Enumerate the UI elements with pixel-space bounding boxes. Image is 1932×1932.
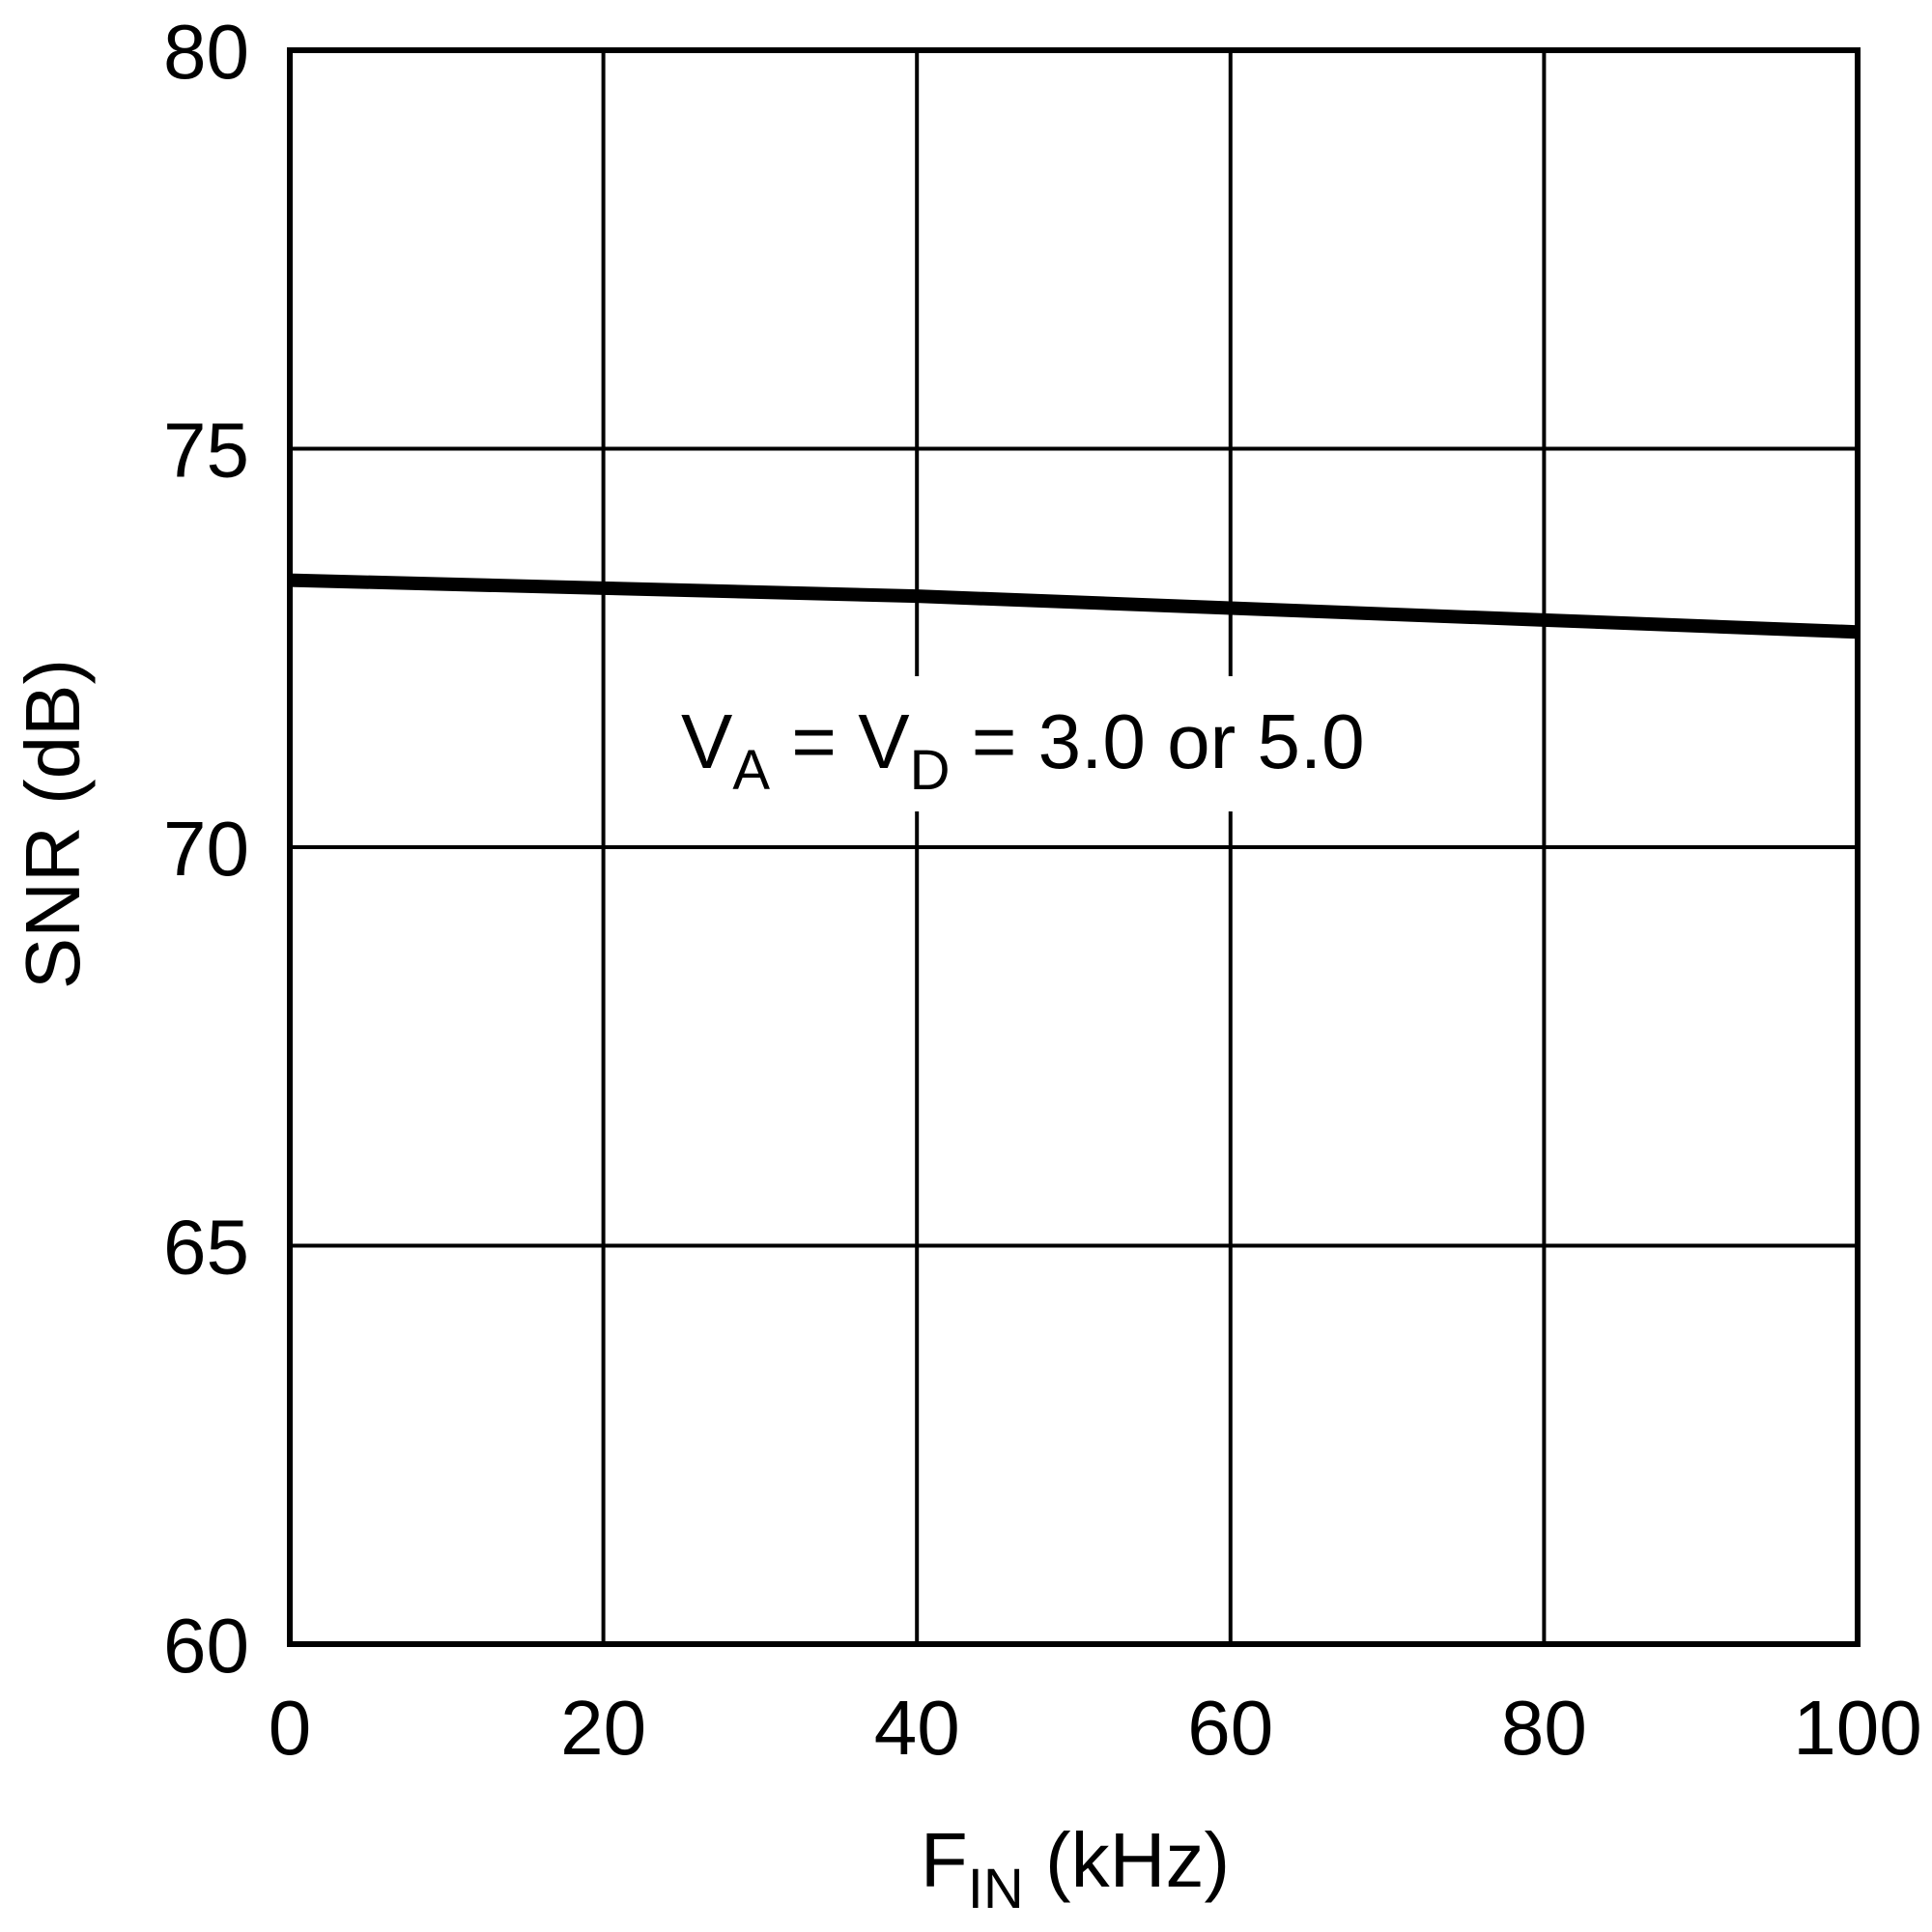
x-axis-title-unit: (kHz) [1024,1817,1230,1903]
y-tick-labels: 60 65 70 75 80 [163,9,249,1689]
snr-series-line [289,573,1859,639]
data-series [289,573,1859,639]
grid-lines [290,50,1858,1644]
annotation-vd: V [858,698,910,784]
supply-voltage-annotation: VA = VD = 3.0 or 5.0 [667,676,1488,811]
annotation-vd-sub: D [910,739,951,802]
x-tick-label: 40 [874,1685,960,1771]
x-tick-label: 60 [1187,1685,1273,1771]
annotation-va-sub: A [732,739,770,802]
x-axis-title-subscript: IN [968,1858,1024,1920]
y-tick-label: 65 [163,1205,249,1291]
x-axis-title: FIN (kHz) [921,1817,1230,1920]
annotation-va: V [681,698,733,784]
y-tick-label: 80 [163,9,249,95]
x-axis-title-main: F [921,1817,968,1903]
annotation-background [667,676,1488,811]
x-tick-labels: 0 20 40 60 80 100 [269,1685,1922,1771]
supply-annotation-text: VA = VD = 3.0 or 5.0 [681,698,1365,802]
x-tick-label: 0 [269,1685,312,1771]
x-tick-label: 80 [1501,1685,1587,1771]
x-tick-label: 100 [1793,1685,1921,1771]
y-tick-label: 75 [163,408,249,494]
x-tick-label: 20 [560,1685,646,1771]
y-tick-label: 70 [163,806,249,892]
annotation-rest: = 3.0 or 5.0 [950,698,1364,784]
y-tick-label: 60 [163,1603,249,1689]
annotation-eq1: = [770,698,858,784]
y-axis-title: SNR (dB) [10,659,96,989]
plot-area-frame [287,47,1861,1647]
